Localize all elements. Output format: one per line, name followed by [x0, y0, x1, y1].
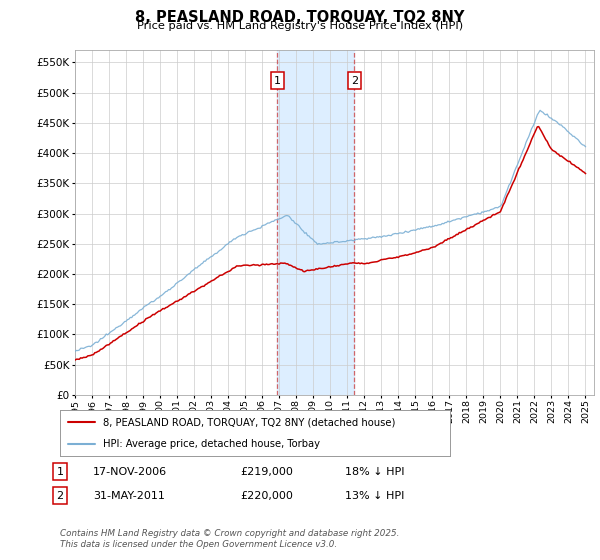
Text: £219,000: £219,000 [240, 466, 293, 477]
Text: 8, PEASLAND ROAD, TORQUAY, TQ2 8NY (detached house): 8, PEASLAND ROAD, TORQUAY, TQ2 8NY (deta… [103, 417, 395, 427]
Text: 13% ↓ HPI: 13% ↓ HPI [345, 491, 404, 501]
Text: Price paid vs. HM Land Registry's House Price Index (HPI): Price paid vs. HM Land Registry's House … [137, 21, 463, 31]
Text: 2: 2 [56, 491, 64, 501]
Text: £220,000: £220,000 [240, 491, 293, 501]
Text: HPI: Average price, detached house, Torbay: HPI: Average price, detached house, Torb… [103, 439, 320, 449]
Text: 1: 1 [56, 466, 64, 477]
Text: Contains HM Land Registry data © Crown copyright and database right 2025.
This d: Contains HM Land Registry data © Crown c… [60, 529, 400, 549]
Text: 31-MAY-2011: 31-MAY-2011 [93, 491, 165, 501]
Text: 18% ↓ HPI: 18% ↓ HPI [345, 466, 404, 477]
Text: 8, PEASLAND ROAD, TORQUAY, TQ2 8NY: 8, PEASLAND ROAD, TORQUAY, TQ2 8NY [136, 10, 464, 25]
Bar [277, 50, 355, 395]
Text: 2: 2 [351, 76, 358, 86]
Text: 1: 1 [274, 76, 281, 86]
Text: 17-NOV-2006: 17-NOV-2006 [93, 466, 167, 477]
